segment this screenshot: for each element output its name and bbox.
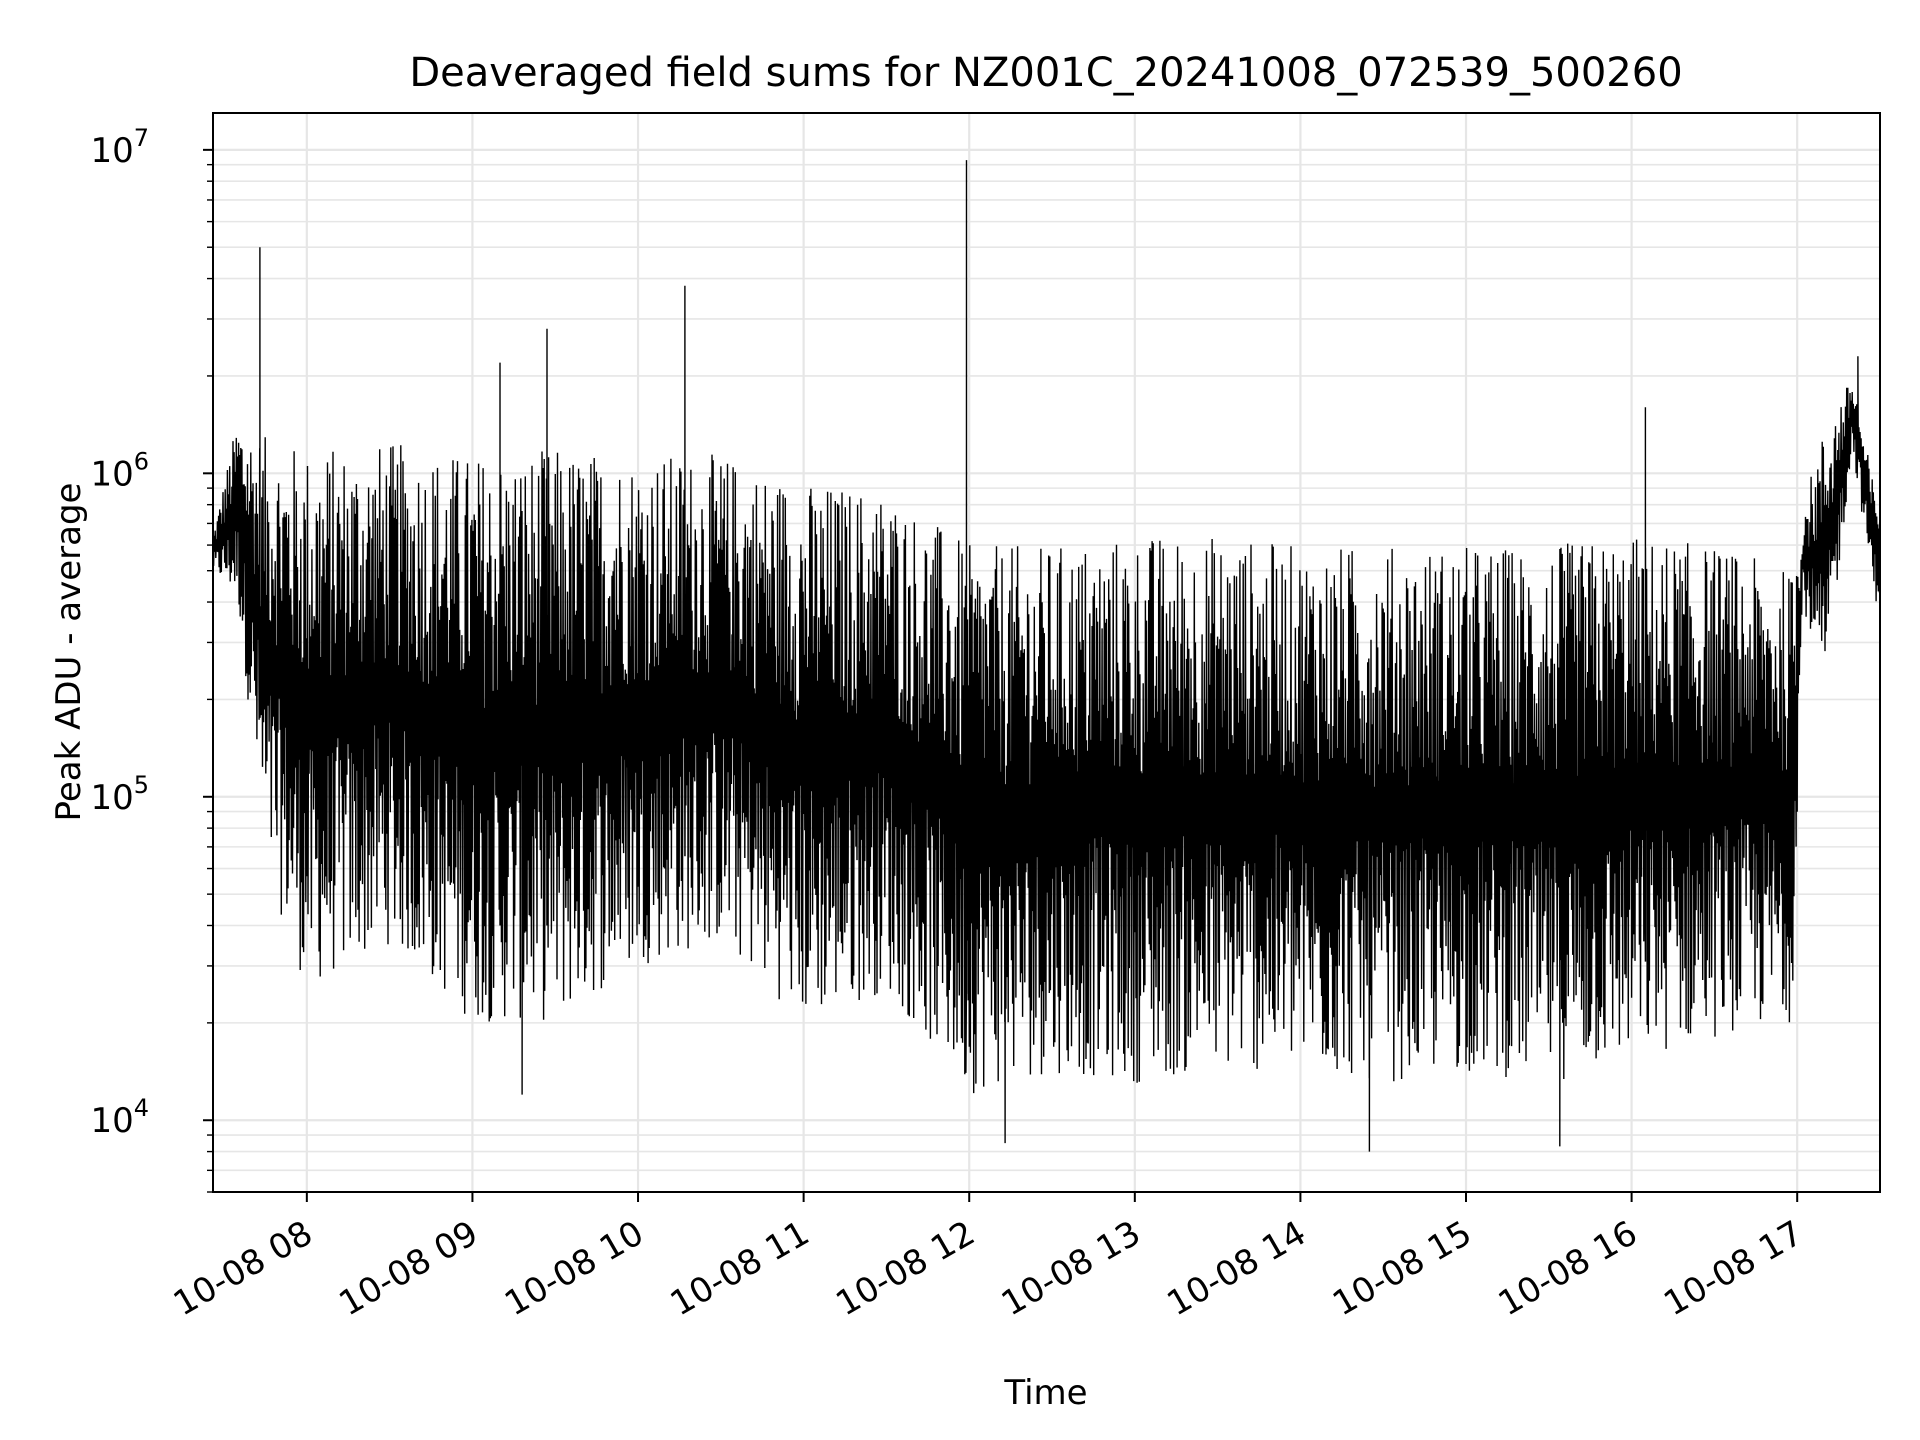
x-axis-label: Time [1003,1373,1087,1413]
chart-title: Deaveraged field sums for NZ001C_2024100… [409,50,1682,96]
y-axis-label: Peak ADU - average [49,483,89,822]
